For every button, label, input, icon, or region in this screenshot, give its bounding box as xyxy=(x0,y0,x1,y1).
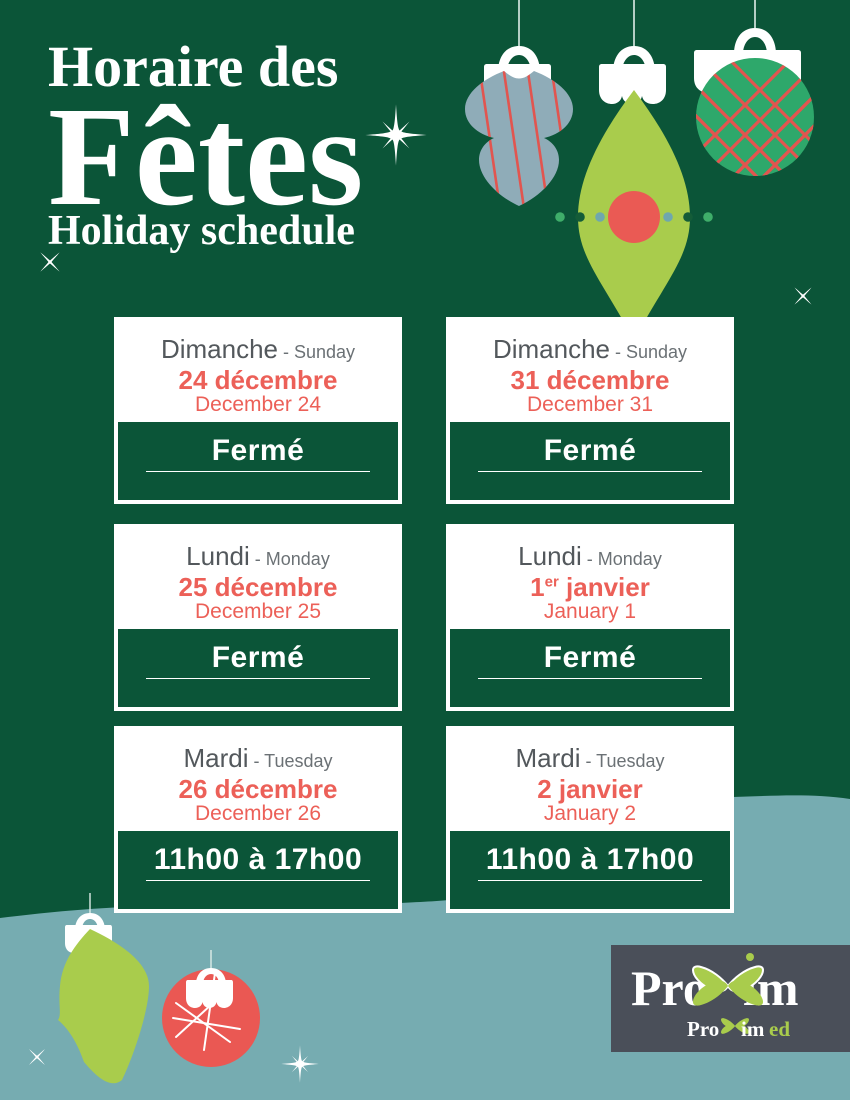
svg-text:ed: ed xyxy=(769,1017,790,1041)
svg-text:Pro: Pro xyxy=(687,1017,719,1041)
svg-text:im: im xyxy=(741,1017,765,1041)
